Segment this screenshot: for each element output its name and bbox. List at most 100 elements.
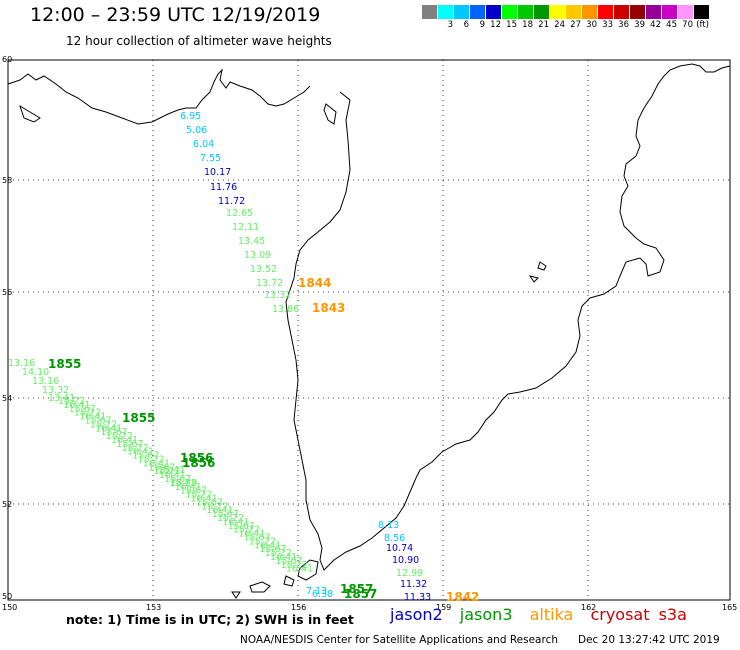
crowded-wave-label: 15.67 bbox=[132, 451, 159, 462]
crowded-wave-label: 15.67 bbox=[259, 544, 286, 555]
wave-height-label: 6.38 bbox=[312, 589, 333, 600]
legend-swatch bbox=[614, 5, 630, 19]
crowded-wave-label: 15.22 bbox=[106, 431, 133, 442]
legend-labels: 3 6 9 12 15 18 21 24 27 30 33 36 39 42 45 70 (ft) bbox=[422, 20, 710, 30]
crowded-wave-label: 15.22 bbox=[249, 536, 276, 547]
crowded-wave-label: 15.67 bbox=[69, 404, 96, 415]
lat-label: 54 bbox=[2, 394, 12, 403]
page-subtitle: 12 hour collection of altimeter wave hei… bbox=[66, 34, 332, 48]
wave-height-label: 13.45 bbox=[238, 236, 265, 247]
kamchatka-coast bbox=[285, 63, 731, 571]
color-legend: 3 6 9 12 15 18 21 24 27 30 33 36 39 42 45 70 (ft) bbox=[422, 5, 710, 30]
wave-height-label: 8.56 bbox=[384, 533, 405, 544]
wave-height-label: 13.09 bbox=[244, 250, 271, 261]
crowded-wave-label: 15.67 bbox=[228, 521, 255, 532]
wave-height-label: 10.17 bbox=[204, 167, 231, 178]
crowded-wave-label: 15.22 bbox=[58, 396, 85, 407]
crowded-wave-label: 15.67 bbox=[196, 497, 223, 508]
lon-label: 150 bbox=[2, 603, 17, 612]
crowded-wave-label: 15.22 bbox=[138, 455, 165, 466]
wave-height-label: 12.11 bbox=[232, 222, 259, 233]
legend-label: 39 bbox=[634, 20, 645, 30]
crowded-wave-label: 15.22 bbox=[185, 490, 212, 501]
legend-swatch bbox=[422, 5, 438, 19]
crowded-wave-label: 15.67 bbox=[100, 427, 127, 438]
lon-label: 159 bbox=[436, 603, 451, 612]
wave-height-label: 11.32 bbox=[400, 579, 427, 590]
legend-label: 6 bbox=[463, 20, 469, 30]
wave-height-label: 8.13 bbox=[378, 520, 399, 531]
satellite-jason3: jason3 bbox=[459, 605, 513, 624]
legend-swatch bbox=[518, 5, 534, 19]
pass-time-label: 1844 bbox=[298, 276, 331, 290]
wave-height-label: 13.86 bbox=[272, 304, 299, 315]
pass-time-label: 1857 bbox=[340, 582, 373, 596]
crowded-wave-label: 15.67 bbox=[275, 556, 302, 567]
lat-label: 50 bbox=[2, 592, 12, 601]
lon-label: 165 bbox=[722, 603, 737, 612]
legend-swatch bbox=[598, 5, 614, 19]
crowded-wave-label: 15.22 bbox=[281, 560, 308, 571]
wave-height-label: 13.52 bbox=[250, 264, 277, 275]
crowded-wave-label: 15.22 bbox=[217, 513, 244, 524]
crowded-wave-label: 16.41 bbox=[286, 564, 313, 575]
wave-height-label: 6.95 bbox=[180, 111, 201, 122]
pass-time-label: 1855 bbox=[122, 411, 155, 425]
crowded-wave-label: 16.41 bbox=[95, 423, 122, 434]
legend-swatch bbox=[454, 5, 470, 19]
satellite-altika: altika bbox=[529, 605, 574, 624]
wave-height-label: 13.72 bbox=[256, 278, 283, 289]
lon-label: 162 bbox=[581, 603, 596, 612]
legend-swatch bbox=[630, 5, 646, 19]
crowded-wave-label: 15.67 bbox=[164, 474, 191, 485]
legend-swatch bbox=[582, 5, 598, 19]
lat-label: 58 bbox=[2, 176, 12, 185]
wave-height-label: 11.33 bbox=[404, 592, 431, 603]
wave-height-label: 10.74 bbox=[386, 543, 413, 554]
legend-label: 33 bbox=[602, 20, 613, 30]
legend-swatch bbox=[694, 5, 710, 19]
legend-label: 18 bbox=[522, 20, 533, 30]
cape-lopatka bbox=[297, 559, 319, 581]
legend-swatch bbox=[678, 5, 694, 19]
crowded-wave-label: 15.22 bbox=[233, 525, 260, 536]
crowded-wave-label: 16.41 bbox=[159, 470, 186, 481]
legend-label: 27 bbox=[570, 20, 581, 30]
crowded-wave-label: 16.41 bbox=[238, 529, 265, 540]
crowded-wave-label: 16.41 bbox=[175, 482, 202, 493]
lat-axis-labels: 60 58 56 54 52 50 bbox=[2, 55, 12, 601]
pass-time-label: 1855 bbox=[48, 357, 81, 371]
kuril-islet bbox=[249, 581, 271, 593]
pass-time-label: 1857 bbox=[344, 587, 377, 601]
legend-label: (ft) bbox=[696, 20, 709, 30]
wave-height-label: 13.32 bbox=[42, 385, 69, 396]
crowded-wave-label: 15.22 bbox=[90, 419, 117, 430]
crowded-wave-label: 16.41 bbox=[127, 447, 154, 458]
islet bbox=[19, 104, 41, 123]
credit-line: NOAA/NESDIS Center for Satellite Applica… bbox=[240, 634, 558, 646]
wave-height-label: 15.89 bbox=[170, 478, 197, 489]
crowded-wave-label: 16.41 bbox=[206, 505, 233, 516]
legend-label: 3 bbox=[447, 20, 453, 30]
crowded-wave-label: 16.41 bbox=[143, 458, 170, 469]
legend-label: 36 bbox=[618, 20, 629, 30]
kuril-islet bbox=[231, 591, 241, 599]
wave-height-label: 13.16 bbox=[32, 376, 59, 387]
crowded-wave-label: 16.41 bbox=[254, 540, 281, 551]
islet bbox=[323, 103, 337, 125]
legend-swatch bbox=[550, 5, 566, 19]
legend-label: 70 bbox=[682, 20, 693, 30]
wave-height-label: 13.41 bbox=[48, 393, 75, 404]
legend-label: 24 bbox=[554, 20, 565, 30]
wave-height-label: 12.99 bbox=[396, 568, 423, 579]
lon-label: 153 bbox=[146, 603, 161, 612]
legend-swatch bbox=[486, 5, 502, 19]
crowded-wave-label: 15.67 bbox=[148, 462, 175, 473]
wave-height-label: 15.41 bbox=[158, 465, 185, 476]
crowded-wave-label: 15.67 bbox=[244, 533, 271, 544]
crowded-wave-label: 15.22 bbox=[122, 443, 149, 454]
legend-label: 42 bbox=[650, 20, 661, 30]
satellite-jason2: jason2 bbox=[390, 605, 443, 624]
